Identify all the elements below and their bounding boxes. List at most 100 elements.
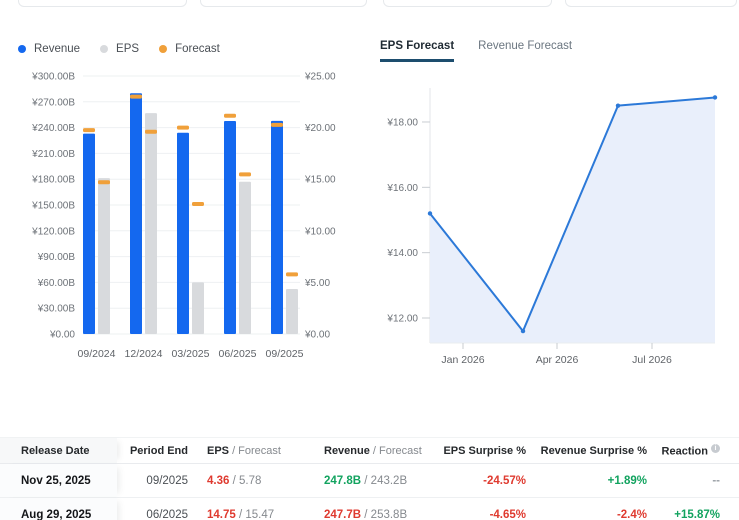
eps-bar[interactable] [286,289,298,334]
card-bottom-stub [200,0,367,7]
revenue-surprise-cell: -2.4% [616,508,647,520]
revenue-bar[interactable] [271,120,283,334]
period-end-cell: 09/2025 [146,474,188,487]
left-axis-tick-label: ¥210.00B [31,149,75,160]
reaction-cell: -- [712,474,720,487]
eps-bar[interactable] [98,178,110,334]
right-axis-tick-label: ¥25.00 [304,72,336,83]
header-period-end: Period End [129,444,188,457]
left-axis-tick-label: ¥60.00B [37,278,76,289]
left-axis-tick-label: ¥270.00B [31,97,75,108]
card-bottom-stub [383,0,552,7]
legend-label: Forecast [175,43,220,55]
right-axis-tick-label: ¥15.00 [304,175,336,186]
left-axis-tick-label: ¥30.00B [37,304,76,315]
right-axis-tick-label: ¥5.00 [304,278,330,289]
revenue-surprise-cell: +1.89% [607,474,647,487]
revenue-dot-icon [18,45,26,53]
revenue-bar[interactable] [224,120,236,334]
y-axis-tick-label: ¥12.00 [386,314,418,325]
eps-bar[interactable] [145,113,157,334]
header-eps-surprise: EPS Surprise % [443,444,526,457]
y-axis-tick-label: ¥16.00 [386,183,418,194]
forecast-data-point[interactable] [615,103,621,108]
left-axis-tick-label: ¥150.00B [31,201,75,212]
legend-item-eps[interactable]: EPS [100,43,139,55]
revenue-forecast-marker[interactable] [271,122,283,127]
x-axis-tick-label: Apr 2026 [536,354,579,366]
forecast-data-point[interactable] [712,95,718,100]
left-axis-tick-label: ¥120.00B [31,226,75,237]
x-axis-tick-label: Jan 2026 [441,354,484,366]
eps-forecast-marker[interactable] [98,180,110,185]
card-bottom-stub [565,0,737,7]
card-bottom-stub [18,0,187,7]
forecast-data-point[interactable] [427,211,433,216]
eps-forecast-marker[interactable] [192,201,204,206]
reaction-info-icon[interactable]: i [711,443,720,453]
legend-item-forecast[interactable]: Forecast [159,43,220,55]
forecast-dot-icon [159,45,168,53]
legend-item-revenue[interactable]: Revenue [18,43,80,55]
eps-dot-icon [100,45,109,53]
x-axis-category-label: 06/2025 [219,348,257,360]
release-date-cell: Aug 29, 2025 [0,498,117,520]
forecast-area-fill [430,97,715,343]
eps-surprise-cell: -4.65% [489,508,526,520]
right-axis-tick-label: ¥20.00 [304,123,336,134]
x-axis-category-label: 12/2024 [125,348,163,360]
eps-forecast-marker[interactable] [145,129,157,134]
legend-label: Revenue [34,43,81,55]
left-axis-tick-label: ¥240.00B [31,123,75,134]
table-body: Nov 25, 2025 09/2025 4.36 / 5.78 247.8B / 2… [0,464,739,520]
eps-forecast-cell: 4.36 / 5.78 [207,474,262,487]
eps-forecast-marker[interactable] [239,172,251,177]
tab-revenue-forecast[interactable]: Revenue Forecast [478,40,573,52]
tab-eps-forecast[interactable]: EPS Forecast [380,40,455,62]
left-axis-tick-label: ¥180.00B [31,175,75,186]
revenue-bar[interactable] [83,133,95,334]
eps-bar[interactable] [239,181,251,334]
y-axis-tick-label: ¥18.00 [386,117,418,128]
eps-surprise-cell: -24.57% [483,474,526,487]
x-axis-category-label: 03/2025 [172,348,210,360]
period-end-cell: 06/2025 [146,508,188,520]
left-axis-tick-label: ¥0.00 [49,330,75,341]
revenue-bar[interactable] [130,93,142,334]
forecast-tabs: EPS Forecast Revenue Forecast [380,40,572,62]
right-axis-tick-label: ¥10.00 [304,226,336,237]
left-axis-tick-label: ¥300.00B [31,72,75,83]
revenue-forecast-marker[interactable] [177,125,189,130]
reaction-cell: +15.87% [674,508,720,520]
revenue-forecast-cell: 247.8B / 243.2B [324,474,408,487]
earnings-table-row[interactable]: Aug 29, 2025 06/2025 14.75 / 15.47 247.7B /… [0,498,739,520]
table-header-row: Release Date Period End EPS / Forecast R… [0,437,739,464]
earnings-table: Release Date Period End EPS / Forecast R… [0,437,739,520]
y-axis-tick-label: ¥14.00 [386,248,418,259]
eps-bar[interactable] [192,282,204,334]
revenue-forecast-marker[interactable] [130,94,142,99]
release-date-cell: Nov 25, 2025 [0,464,117,497]
revenue-forecast-marker[interactable] [83,128,95,133]
header-release-date: Release Date [0,438,117,463]
x-axis-category-label: 09/2025 [266,348,304,360]
x-axis-tick-label: Jul 2026 [632,354,672,366]
revenue-bar[interactable] [177,132,189,334]
eps-forecast-cell: 14.75 / 15.47 [207,508,275,520]
revenue-forecast-marker[interactable] [224,113,236,118]
header-eps-forecast: EPS / Forecast [207,444,281,457]
header-revenue-surprise: Revenue Surprise % [540,444,647,457]
earnings-table-row[interactable]: Nov 25, 2025 09/2025 4.36 / 5.78 247.8B / 2… [0,464,739,498]
eps-forecast-marker[interactable] [286,272,298,277]
forecast-line [429,96,716,333]
forecast-data-point[interactable] [520,328,526,334]
revenue-forecast-cell: 247.7B / 253.8B [324,508,408,520]
revenue-eps-bar-chart: ¥300.00B ¥270.00B ¥240.00B ¥210.00B ¥180.00B… [31,72,336,361]
left-axis-tick-label: ¥90.00B [37,252,76,263]
header-revenue-forecast: Revenue / Forecast [324,444,422,457]
chart-legend: Revenue EPS Forecast [18,43,220,55]
eps-forecast-line-chart: ¥18.00 ¥16.00 ¥14.00 ¥12.00 Jan 2026 Apr 2026… [386,88,718,366]
x-axis-category-label: 09/2024 [78,348,116,360]
right-axis-tick-label: ¥0.00 [304,330,330,341]
